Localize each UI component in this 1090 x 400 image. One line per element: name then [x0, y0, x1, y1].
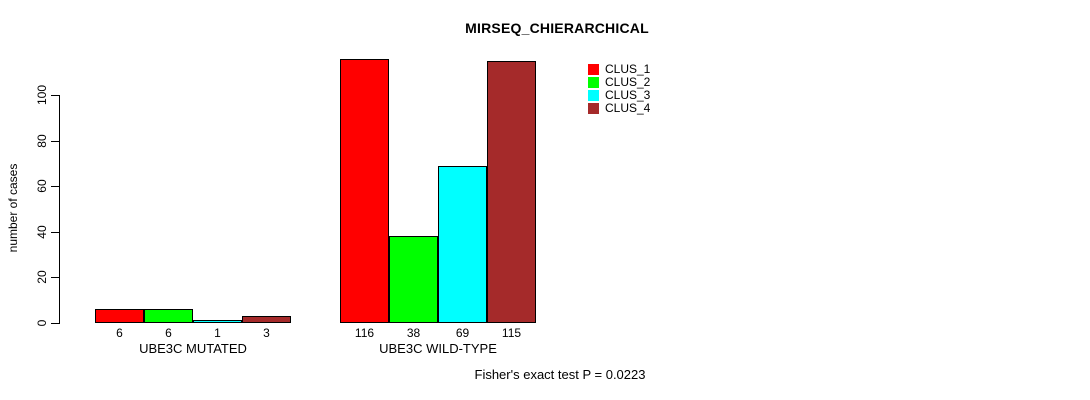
bar-CLUS_4-group2 [487, 61, 536, 323]
category-label: UBE3C MUTATED [139, 341, 247, 356]
bar-value-label: 6 [116, 326, 123, 340]
y-axis-line [59, 95, 60, 324]
bar-CLUS_2-group1 [144, 309, 193, 323]
bar-CLUS_1-group2 [340, 59, 389, 323]
legend-label: CLUS_2 [605, 75, 651, 89]
legend-label: CLUS_4 [605, 101, 651, 115]
y-axis-tick [51, 277, 59, 278]
y-tick-label: 60 [35, 179, 49, 193]
legend: CLUS_1 CLUS_2 CLUS_3 CLUS_4 [588, 63, 650, 115]
y-tick-label: 0 [35, 319, 49, 327]
bar-CLUS_2-group2 [389, 236, 438, 323]
y-tick-label: 20 [35, 270, 49, 284]
legend-swatch [588, 64, 599, 75]
bar-value-label: 116 [354, 326, 375, 340]
bar-CLUS_4-group1 [242, 316, 291, 323]
y-axis-label: number of cases [6, 163, 20, 253]
bar-value-label: 115 [501, 326, 522, 340]
bar-value-label: 6 [165, 326, 172, 340]
chart-title: MIRSEQ_CHIERARCHICAL [465, 20, 649, 36]
bar-CLUS_3-group1 [193, 320, 242, 323]
y-axis-tick [51, 95, 59, 96]
legend-item: CLUS_2 [588, 76, 650, 89]
bar-value-label: 38 [406, 326, 421, 340]
legend-item: CLUS_1 [588, 63, 650, 76]
y-axis-tick [51, 186, 59, 187]
bar-value-label: 3 [263, 326, 270, 340]
bar-value-label: 69 [455, 326, 470, 340]
legend-item: CLUS_3 [588, 89, 650, 102]
y-axis-tick [51, 323, 59, 324]
y-tick-label: 100 [35, 84, 49, 106]
bar-CLUS_1-group1 [95, 309, 144, 323]
y-tick-label: 80 [35, 134, 49, 148]
legend-label: CLUS_1 [605, 62, 651, 76]
legend-item: CLUS_4 [588, 102, 650, 115]
category-label: UBE3C WILD-TYPE [379, 341, 497, 356]
y-axis-tick [51, 232, 59, 233]
legend-swatch [588, 77, 599, 88]
bar-value-label: 1 [214, 326, 221, 340]
legend-swatch [588, 90, 599, 101]
footer-caption: Fisher's exact test P = 0.0223 [474, 367, 646, 382]
y-tick-label: 40 [35, 225, 49, 239]
y-axis-tick [51, 141, 59, 142]
legend-label: CLUS_3 [605, 88, 651, 102]
bar-CLUS_3-group2 [438, 166, 487, 323]
legend-swatch [588, 103, 599, 114]
